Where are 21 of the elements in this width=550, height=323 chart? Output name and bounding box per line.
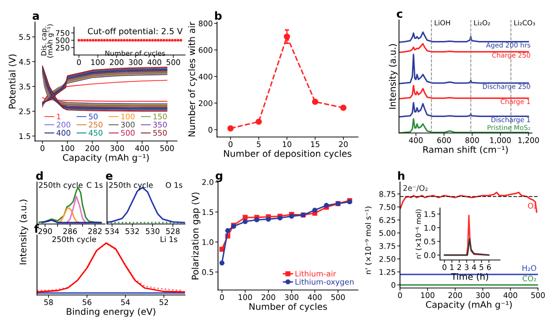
y-axis-title: Intensity (a.u.)	[19, 200, 28, 264]
chart-title: d	[36, 171, 43, 180]
y-axis-title: Intensity (a.u.)	[388, 44, 398, 109]
x-axis-title: Number of deposition cycles	[224, 150, 352, 159]
x-axis-title: Binding energy (eV)	[66, 308, 156, 317]
chart-title: e	[106, 173, 112, 180]
x-axis-title: Number of cycles	[250, 302, 327, 312]
chart-title: g	[216, 173, 222, 182]
chart-title: b	[215, 11, 222, 20]
x-axis-title: Capacity (mAh g⁻¹)	[426, 300, 512, 310]
chart-title: c	[396, 11, 402, 18]
y-axis-title: Polarization gap (V)	[192, 192, 200, 280]
x-axis-title: Time (h)	[451, 272, 488, 281]
y-axis-title: Potential (V)	[8, 54, 17, 108]
y-axis-title: Number of cycles with air	[188, 22, 197, 136]
chart-title: f	[34, 224, 39, 233]
chart-title: a	[32, 13, 39, 20]
chart-title: h	[398, 171, 404, 180]
x-axis-title: Raman shift (cm⁻¹)	[423, 146, 508, 154]
x-axis-title: Capacity (mAh g⁻¹)	[62, 154, 149, 163]
annotation: Cut-off potential: 2.5 V	[88, 28, 183, 36]
